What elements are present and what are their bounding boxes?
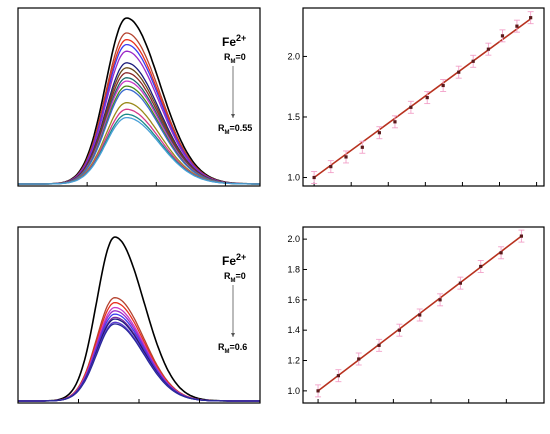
plot-frame [302,7,545,187]
data-point [499,251,503,255]
panel-b: Fe2+ RM=0 RM=0.6 [17,226,261,404]
spectrum-line-11 [18,88,260,185]
arrow-head [231,114,235,118]
data-point [393,120,397,124]
data-point [377,343,381,347]
data-point [336,374,340,378]
data-point [312,175,316,180]
y-tick-label: 1.5 [287,112,300,122]
data-point [425,96,429,100]
spectrum-line-13 [18,108,260,185]
data-point [357,357,361,361]
ratio-start-label: RM=0 [224,52,246,65]
data-point [438,298,442,302]
data-point [397,328,401,332]
fit-line [313,18,532,179]
y-tick-label: 1.6 [287,295,300,305]
ion-label: Fe2+ [222,33,246,49]
spectrum-line-6 [18,316,260,402]
data-point [377,131,381,135]
data-point [316,389,320,393]
data-point [479,264,483,269]
y-tick-label: 1.2 [287,356,300,366]
spectrum-line-4 [18,310,260,402]
ratio-end-label: RM=0.55 [218,123,252,136]
ratio-start-label: RM=0 [224,271,246,284]
spectrum-line-9 [18,323,260,402]
data-point [409,105,413,109]
data-point [418,313,422,317]
panel-d: 1.0 1.2 1.4 1.6 1.8 2.0 [287,226,545,404]
y-tick-label: 1.0 [287,173,300,183]
panel-c: 1.0 1.5 2.0 [287,7,545,187]
spectrum-line-15 [18,116,260,185]
data-point [344,155,348,159]
data-point [441,83,445,88]
panel-a: Fe2+ RM=0 RM=0.55 [17,7,261,187]
data-point [486,47,490,51]
ratio-end-label: RM=0.6 [218,342,247,355]
data-point [458,281,463,285]
data-point [500,34,505,38]
data-point [515,24,519,28]
arrow-head [231,333,235,337]
plot-frame [17,7,261,187]
data-point [471,59,475,63]
plot-frame [302,226,545,404]
data-point [519,234,524,238]
y-tick-label: 2.0 [287,234,300,244]
data-point [360,145,364,149]
y-tick-label: 2.0 [287,51,300,61]
ion-label: Fe2+ [222,252,246,268]
data-point [457,70,461,74]
y-tick-label: 1.8 [287,264,300,274]
data-point [329,165,333,169]
y-tick-label: 1.0 [287,386,300,396]
data-point [529,16,533,20]
y-tick-label: 1.4 [287,325,300,335]
